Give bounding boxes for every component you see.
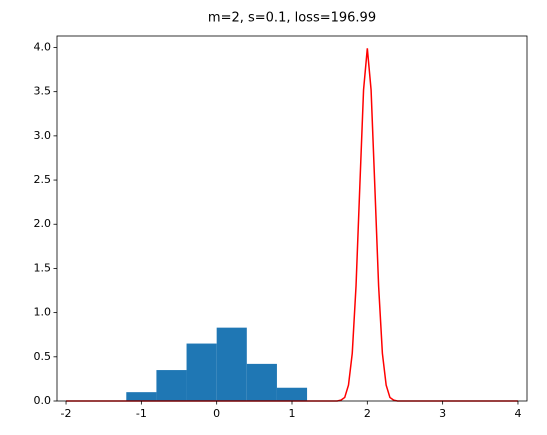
x-tick-label: -2 xyxy=(61,407,72,420)
hist-bar xyxy=(126,392,157,401)
hist-bar xyxy=(216,327,247,401)
y-tick-label: 3.5 xyxy=(34,85,52,98)
y-tick-label: 1.0 xyxy=(34,306,52,319)
y-tick-label: 0.0 xyxy=(34,394,52,407)
hist-bar xyxy=(156,370,187,401)
y-tick-label: 3.0 xyxy=(34,129,52,142)
y-tick-label: 1.5 xyxy=(34,261,52,274)
x-tick-label: 3 xyxy=(439,407,446,420)
x-tick-label: 1 xyxy=(289,407,296,420)
chart-title: m=2, s=0.1, loss=196.99 xyxy=(208,11,376,26)
x-tick-label: -1 xyxy=(136,407,147,420)
x-tick-label: 0 xyxy=(213,407,220,420)
y-tick-label: 4.0 xyxy=(34,40,52,53)
hist-bar xyxy=(246,363,277,401)
axes-frame xyxy=(56,35,528,402)
y-tick-label: 2.0 xyxy=(34,217,52,230)
y-tick-label: 0.5 xyxy=(34,350,52,363)
y-tick-label: 2.5 xyxy=(34,173,52,186)
x-tick-label: 4 xyxy=(514,407,521,420)
x-tick-label: 2 xyxy=(364,407,371,420)
hist-bar xyxy=(276,387,308,401)
line xyxy=(66,48,518,402)
hist-bar xyxy=(186,343,217,401)
